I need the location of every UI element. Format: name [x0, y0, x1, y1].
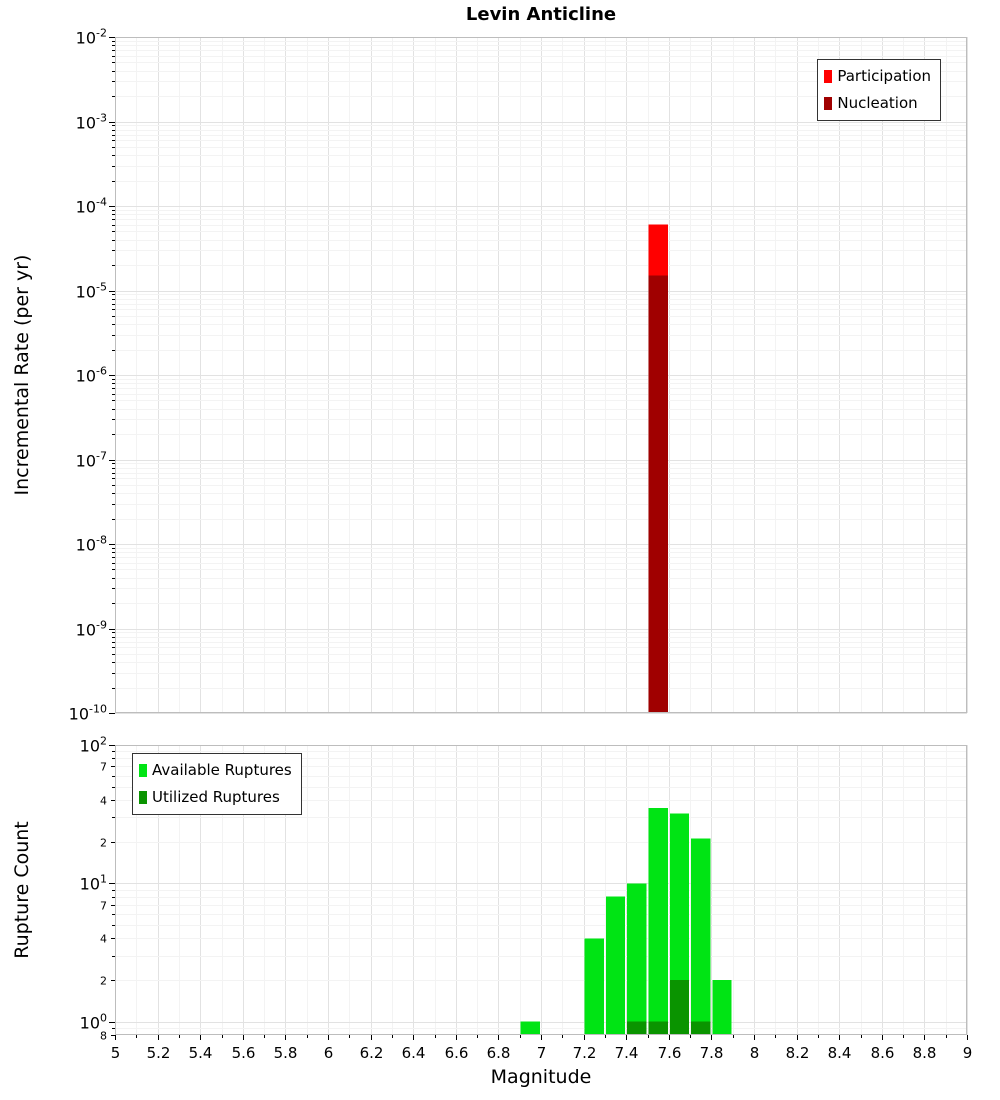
legend-label-available: Available Ruptures	[152, 761, 292, 779]
svg-text:101: 101	[80, 873, 107, 894]
svg-text:5.6: 5.6	[232, 1044, 256, 1062]
legend-label-participation: Participation	[837, 67, 931, 85]
legend-rate: Participation Nucleation	[817, 59, 941, 121]
svg-text:8: 8	[750, 1044, 760, 1062]
svg-text:7.8: 7.8	[700, 1044, 724, 1062]
svg-text:102: 102	[80, 735, 107, 756]
participation-swatch-icon	[824, 70, 833, 83]
svg-text:8.8: 8.8	[913, 1044, 937, 1062]
svg-text:8.4: 8.4	[828, 1044, 852, 1062]
svg-text:10-9: 10-9	[76, 619, 107, 640]
svg-text:7.6: 7.6	[658, 1044, 682, 1062]
svg-text:10-2: 10-2	[76, 27, 107, 48]
svg-text:6.4: 6.4	[402, 1044, 426, 1062]
svg-text:8.2: 8.2	[786, 1044, 810, 1062]
svg-text:9: 9	[963, 1044, 973, 1062]
svg-text:10-4: 10-4	[76, 196, 107, 217]
svg-text:7.2: 7.2	[573, 1044, 597, 1062]
svg-text:6.6: 6.6	[445, 1044, 469, 1062]
svg-text:6.8: 6.8	[487, 1044, 511, 1062]
svg-text:7.4: 7.4	[615, 1044, 639, 1062]
svg-text:5: 5	[111, 1044, 121, 1062]
legend-label-utilized: Utilized Ruptures	[152, 788, 280, 806]
svg-text:10-3: 10-3	[76, 112, 107, 133]
legend-entry-available: Available Ruptures	[139, 757, 292, 784]
y-axis-title-count: Rupture Count	[11, 821, 33, 959]
available-ruptures-swatch-icon	[139, 764, 147, 777]
svg-text:10-8: 10-8	[76, 534, 107, 555]
y-axis-title-rate: Incremental Rate (per yr)	[11, 254, 33, 496]
nucleation-swatch-icon	[824, 97, 833, 110]
svg-text:10-7: 10-7	[76, 450, 107, 471]
legend-entry-nucleation: Nucleation	[824, 90, 931, 117]
svg-text:4: 4	[100, 933, 107, 946]
svg-text:8: 8	[100, 1030, 107, 1043]
legend-entry-utilized: Utilized Ruptures	[139, 784, 292, 811]
svg-text:6.2: 6.2	[360, 1044, 384, 1062]
svg-text:5.8: 5.8	[274, 1044, 298, 1062]
legend-count: Available Ruptures Utilized Ruptures	[132, 753, 302, 815]
svg-text:10-5: 10-5	[76, 281, 107, 302]
svg-text:5.4: 5.4	[189, 1044, 213, 1062]
x-axis-title: Magnitude	[490, 1066, 592, 1088]
svg-text:10-6: 10-6	[76, 365, 107, 386]
svg-text:5.2: 5.2	[147, 1044, 171, 1062]
svg-text:4: 4	[100, 795, 107, 808]
svg-text:2: 2	[100, 975, 107, 988]
svg-text:100: 100	[80, 1012, 107, 1033]
svg-text:7: 7	[100, 761, 107, 774]
svg-text:6: 6	[324, 1044, 334, 1062]
utilized-ruptures-swatch-icon	[139, 791, 147, 804]
svg-text:7: 7	[100, 900, 107, 913]
svg-text:8.6: 8.6	[871, 1044, 895, 1062]
svg-text:2: 2	[100, 837, 107, 850]
svg-text:7: 7	[537, 1044, 547, 1062]
legend-label-nucleation: Nucleation	[837, 94, 918, 112]
svg-text:10-10: 10-10	[69, 703, 107, 724]
page-title: Levin Anticline	[465, 4, 617, 25]
legend-entry-participation: Participation	[824, 63, 931, 90]
